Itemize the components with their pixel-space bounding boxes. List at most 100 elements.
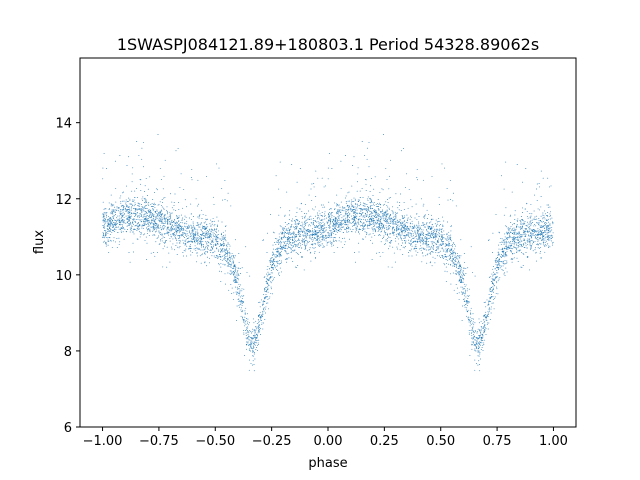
data-point xyxy=(343,219,345,221)
data-point xyxy=(202,238,204,240)
data-point xyxy=(290,232,292,234)
data-point xyxy=(453,192,454,194)
data-point xyxy=(207,247,209,249)
data-point xyxy=(512,231,514,233)
data-point xyxy=(181,233,183,235)
data-point xyxy=(303,223,305,225)
data-point xyxy=(520,233,522,235)
data-point xyxy=(368,234,370,236)
data-point xyxy=(389,227,391,229)
data-point xyxy=(257,350,259,352)
data-point xyxy=(129,199,131,201)
data-point xyxy=(222,199,224,201)
data-point xyxy=(109,216,111,218)
data-point xyxy=(433,233,435,235)
data-point xyxy=(254,358,256,360)
data-point xyxy=(255,336,257,338)
data-point xyxy=(549,224,551,226)
data-point xyxy=(432,233,434,235)
data-point xyxy=(340,201,342,203)
data-point xyxy=(186,241,188,243)
data-point xyxy=(479,335,480,337)
data-point xyxy=(191,226,193,228)
data-point xyxy=(455,264,457,266)
data-point xyxy=(509,233,511,235)
data-point xyxy=(450,253,452,255)
data-point xyxy=(190,238,192,240)
data-point xyxy=(299,229,301,231)
data-point xyxy=(136,238,138,240)
data-point xyxy=(281,239,283,241)
data-point xyxy=(379,255,381,257)
data-point xyxy=(254,341,256,343)
data-point xyxy=(506,271,508,273)
data-point xyxy=(421,240,423,242)
data-point xyxy=(540,170,542,172)
data-point xyxy=(110,213,112,215)
data-point xyxy=(119,211,121,213)
data-point xyxy=(501,238,503,240)
data-point xyxy=(418,224,420,226)
data-point xyxy=(276,250,278,252)
data-point xyxy=(280,237,282,239)
data-point xyxy=(248,332,250,334)
data-point xyxy=(152,208,154,210)
data-point xyxy=(167,231,169,233)
data-point xyxy=(103,153,105,155)
data-point xyxy=(395,212,397,214)
data-point xyxy=(331,215,333,216)
data-point xyxy=(381,216,383,218)
data-point xyxy=(390,219,392,221)
data-point xyxy=(420,249,422,251)
data-point xyxy=(450,226,452,228)
data-point xyxy=(229,255,230,257)
data-point xyxy=(534,216,536,218)
data-point xyxy=(221,188,223,190)
data-point xyxy=(448,231,450,233)
data-point xyxy=(481,347,483,348)
data-point xyxy=(376,212,378,214)
data-point xyxy=(201,254,203,256)
data-point xyxy=(430,214,432,216)
data-point xyxy=(406,234,407,236)
data-point xyxy=(150,204,152,206)
data-point xyxy=(395,221,397,223)
data-point xyxy=(193,216,194,217)
data-point xyxy=(176,231,178,233)
data-point xyxy=(505,161,507,163)
data-point xyxy=(510,225,512,227)
data-point xyxy=(258,324,260,326)
data-point xyxy=(548,230,550,232)
data-point xyxy=(278,273,280,275)
data-point xyxy=(417,227,419,229)
data-point xyxy=(210,229,212,231)
data-point xyxy=(107,224,109,226)
data-point xyxy=(537,208,539,210)
data-point xyxy=(404,237,406,239)
data-point xyxy=(503,188,505,190)
data-point xyxy=(184,199,186,201)
data-point xyxy=(351,210,353,212)
data-point xyxy=(371,202,373,204)
data-point xyxy=(355,261,357,263)
data-point xyxy=(465,284,467,286)
data-point xyxy=(118,210,119,212)
data-point xyxy=(209,232,211,234)
data-point xyxy=(184,233,186,235)
data-point xyxy=(252,355,253,357)
data-point xyxy=(224,180,226,182)
data-point xyxy=(407,233,409,235)
data-point xyxy=(360,209,362,210)
data-point xyxy=(378,209,380,211)
data-point xyxy=(309,249,311,251)
data-point xyxy=(187,228,189,229)
data-point xyxy=(526,256,528,257)
data-point xyxy=(319,213,321,215)
data-point xyxy=(366,158,368,160)
data-point xyxy=(304,228,306,230)
data-point xyxy=(376,252,378,254)
data-point xyxy=(434,229,436,231)
data-point xyxy=(183,242,185,244)
data-point xyxy=(251,364,253,366)
data-point xyxy=(387,206,389,208)
